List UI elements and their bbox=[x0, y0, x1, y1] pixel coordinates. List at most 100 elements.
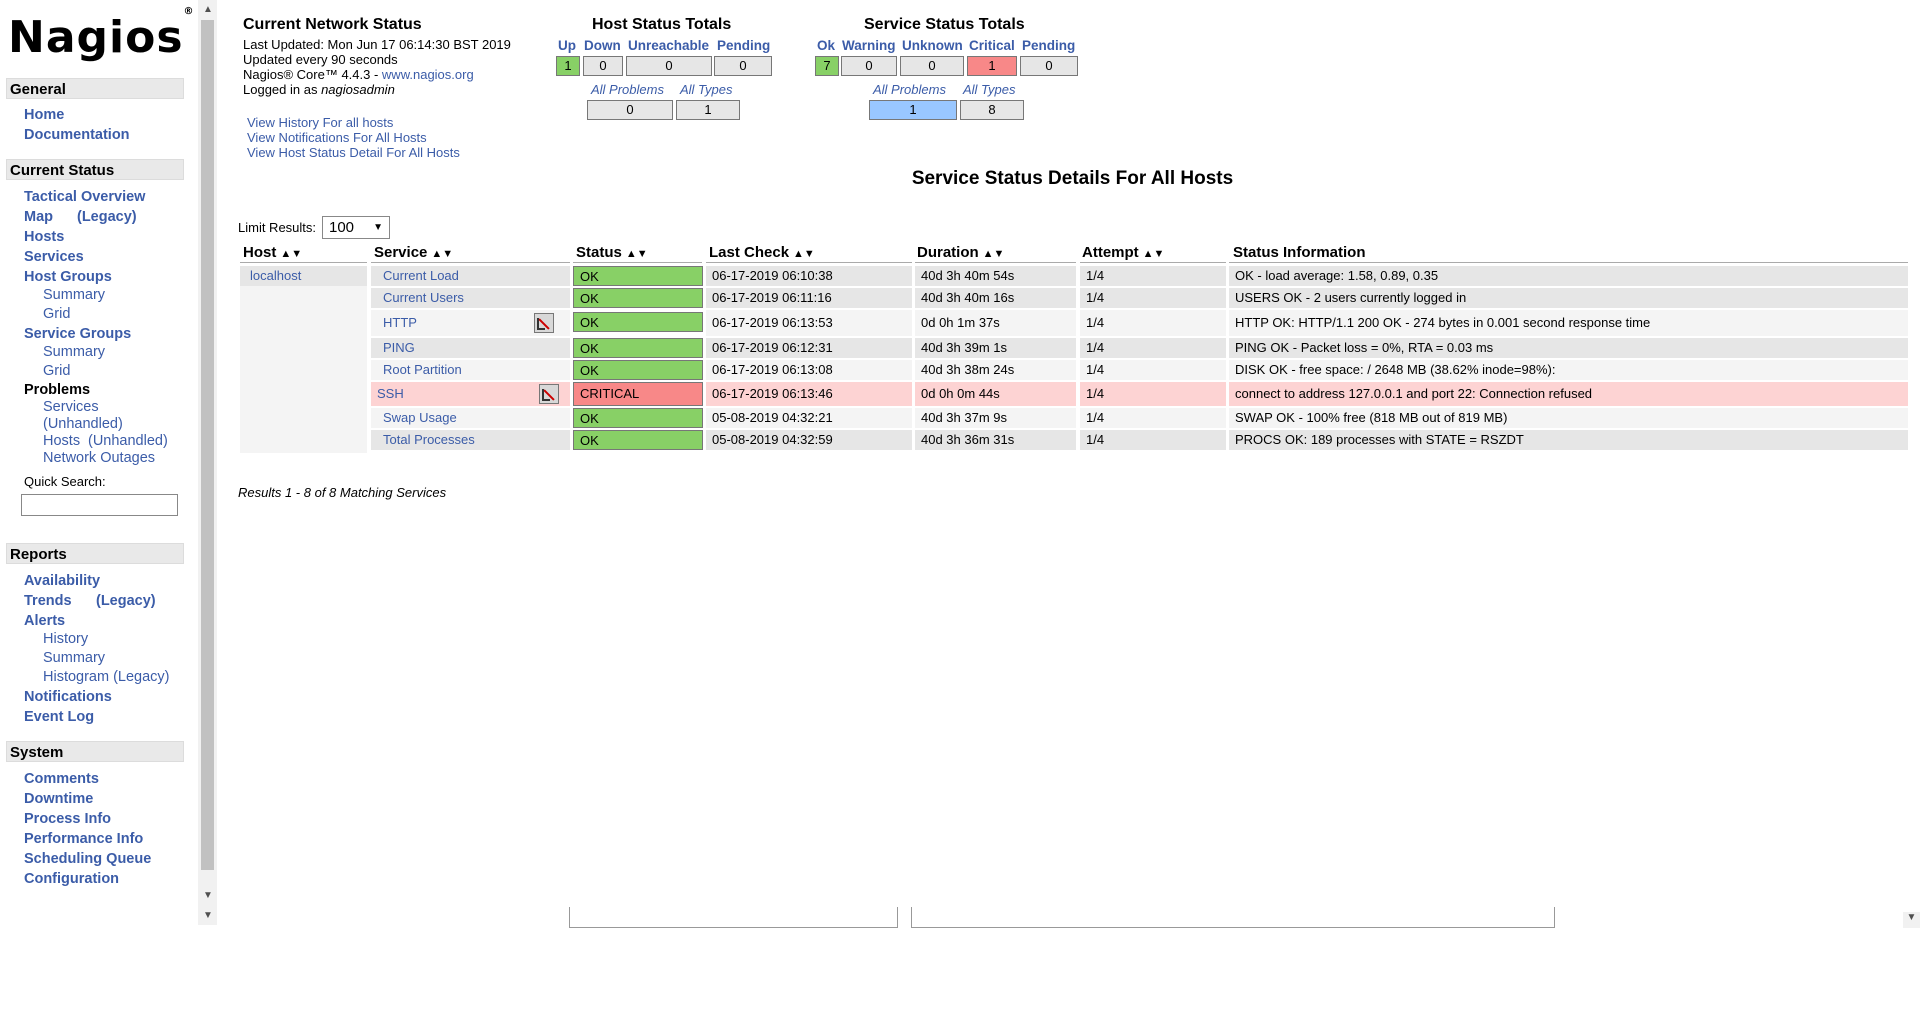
svc-all-types-count[interactable]: 8 bbox=[960, 100, 1024, 120]
svc-all-types-label[interactable]: All Types bbox=[963, 82, 1016, 97]
col-status[interactable]: Status ▲▼ bbox=[576, 244, 648, 261]
sort-arrows-icon[interactable]: ▲▼ bbox=[431, 248, 454, 260]
svc-all-problems-label[interactable]: All Problems bbox=[873, 82, 946, 97]
service-link-total-processes[interactable]: Total Processes bbox=[383, 432, 475, 447]
nav-hosts[interactable]: Hosts bbox=[24, 229, 65, 245]
svc-pending-count[interactable]: 0 bbox=[1020, 56, 1078, 76]
nav-problem-services-unhandled[interactable]: (Unhandled) bbox=[43, 416, 123, 432]
nav-process-info[interactable]: Process Info bbox=[24, 811, 112, 827]
svc-hdr-warning[interactable]: Warning bbox=[842, 38, 896, 53]
nav-downtime[interactable]: Downtime bbox=[24, 791, 94, 807]
col-status-information: Status Information bbox=[1233, 244, 1366, 261]
nagios-link[interactable]: www.nagios.org bbox=[381, 67, 474, 82]
svc-unknown-count[interactable]: 0 bbox=[900, 56, 964, 76]
scroll-down-icon[interactable]: ▼ bbox=[203, 910, 213, 921]
host-up-count[interactable]: 1 bbox=[556, 56, 580, 76]
nav-scrollbar[interactable]: ▲ ▼ ▼ bbox=[198, 0, 217, 925]
nav-comments[interactable]: Comments bbox=[24, 771, 99, 787]
col-attempt[interactable]: Attempt ▲▼ bbox=[1082, 244, 1165, 261]
svc-hdr-unknown[interactable]: Unknown bbox=[902, 38, 963, 53]
nav-scheduling-queue[interactable]: Scheduling Queue bbox=[24, 851, 152, 867]
svc-all-problems-count[interactable]: 1 bbox=[869, 100, 957, 120]
svc-warning-count[interactable]: 0 bbox=[841, 56, 897, 76]
host-hdr-unreachable[interactable]: Unreachable bbox=[628, 38, 710, 53]
service-link-current-users[interactable]: Current Users bbox=[383, 290, 464, 305]
notifications-disabled-icon[interactable] bbox=[539, 384, 559, 404]
nav-availability[interactable]: Availability bbox=[24, 573, 101, 589]
nav-map[interactable]: Map bbox=[24, 209, 53, 225]
nav-trends-legacy[interactable]: (Legacy) bbox=[96, 593, 156, 609]
nav-problem-hosts-unhandled[interactable]: (Unhandled) bbox=[88, 433, 168, 449]
service-link-swap-usage[interactable]: Swap Usage bbox=[383, 410, 457, 425]
nav-trends[interactable]: Trends bbox=[24, 593, 72, 609]
nav-configuration[interactable]: Configuration bbox=[24, 871, 120, 887]
host-hdr-down[interactable]: Down bbox=[584, 38, 621, 53]
nav-host-groups[interactable]: Host Groups bbox=[24, 269, 112, 285]
host-all-types-count[interactable]: 1 bbox=[676, 100, 740, 120]
host-down-count[interactable]: 0 bbox=[583, 56, 623, 76]
svc-hdr-critical[interactable]: Critical bbox=[969, 38, 1015, 53]
col-last-check[interactable]: Last Check ▲▼ bbox=[709, 244, 815, 261]
nav-home[interactable]: Home bbox=[24, 107, 65, 123]
scroll-up-icon[interactable]: ▲ bbox=[203, 4, 213, 15]
host-all-problems-label[interactable]: All Problems bbox=[591, 82, 664, 97]
horizontal-scrollbar[interactable] bbox=[911, 907, 1555, 928]
nav-alert-summary[interactable]: Summary bbox=[43, 650, 106, 666]
host-all-types-label[interactable]: All Types bbox=[680, 82, 733, 97]
notifications-disabled-icon[interactable] bbox=[534, 313, 554, 333]
service-link-ssh[interactable]: SSH bbox=[377, 386, 404, 401]
service-link-http[interactable]: HTTP bbox=[383, 315, 417, 330]
nav-alert-histogram[interactable]: Histogram (Legacy) bbox=[43, 669, 170, 685]
nav-map-legacy[interactable]: (Legacy) bbox=[77, 209, 137, 225]
nagios-logo[interactable]: Nagios® bbox=[8, 6, 195, 63]
host-hdr-pending[interactable]: Pending bbox=[717, 38, 771, 53]
nav-problem-hosts[interactable]: Hosts bbox=[43, 433, 81, 449]
limit-results-select[interactable]: 100 ▼ bbox=[322, 216, 390, 239]
col-service[interactable]: Service ▲▼ bbox=[374, 244, 454, 261]
quick-search-input[interactable] bbox=[21, 494, 178, 516]
nav-hg-grid[interactable]: Grid bbox=[43, 306, 71, 322]
sort-arrows-icon[interactable]: ▲▼ bbox=[1142, 248, 1165, 260]
sort-arrows-icon[interactable]: ▲▼ bbox=[793, 248, 815, 260]
svc-hdr-ok[interactable]: Ok bbox=[817, 38, 836, 53]
service-link-root-partition[interactable]: Root Partition bbox=[383, 362, 462, 377]
nav-performance-info[interactable]: Performance Info bbox=[24, 831, 144, 847]
nav-network-outages[interactable]: Network Outages bbox=[43, 450, 156, 466]
svc-hdr-pending[interactable]: Pending bbox=[1022, 38, 1076, 53]
scrollbar-thumb[interactable] bbox=[201, 20, 214, 870]
nav-alerts[interactable]: Alerts bbox=[24, 613, 66, 629]
nav-notifications[interactable]: Notifications bbox=[24, 689, 112, 705]
sort-arrows-icon[interactable]: ▲▼ bbox=[280, 248, 303, 260]
nav-event-log[interactable]: Event Log bbox=[24, 709, 95, 725]
scroll-down-icon[interactable]: ▼ bbox=[1903, 912, 1920, 928]
nav-services[interactable]: Services bbox=[24, 249, 84, 265]
scroll-down-icon[interactable]: ▼ bbox=[203, 890, 213, 901]
link-history-all-hosts[interactable]: View History For all hosts bbox=[247, 115, 394, 130]
nav-hg-summary[interactable]: Summary bbox=[43, 287, 106, 303]
svc-critical-count[interactable]: 1 bbox=[967, 56, 1017, 76]
host-hdr-up[interactable]: Up bbox=[558, 38, 576, 53]
nav-alert-history[interactable]: History bbox=[43, 631, 89, 647]
nav-service-groups[interactable]: Service Groups bbox=[24, 326, 132, 342]
nav-tactical-overview[interactable]: Tactical Overview bbox=[24, 189, 146, 205]
horizontal-scrollbar[interactable] bbox=[569, 907, 898, 928]
duration: 40d 3h 36m 31s bbox=[915, 430, 1076, 450]
nav-problem-services[interactable]: Services bbox=[43, 399, 99, 415]
link-notifications-all-hosts[interactable]: View Notifications For All Hosts bbox=[247, 130, 427, 145]
host-link-localhost[interactable]: localhost bbox=[250, 268, 302, 283]
link-host-status-detail[interactable]: View Host Status Detail For All Hosts bbox=[247, 145, 460, 160]
host-all-problems-count[interactable]: 0 bbox=[587, 100, 673, 120]
service-link-ping[interactable]: PING bbox=[383, 340, 415, 355]
col-host[interactable]: Host ▲▼ bbox=[243, 244, 303, 261]
nav-sg-summary[interactable]: Summary bbox=[43, 344, 106, 360]
svc-ok-count[interactable]: 7 bbox=[815, 56, 839, 76]
status-info: SWAP OK - 100% free (818 MB out of 819 M… bbox=[1229, 408, 1908, 428]
sort-arrows-icon[interactable]: ▲▼ bbox=[625, 248, 648, 260]
col-duration[interactable]: Duration ▲▼ bbox=[917, 244, 1005, 261]
service-link-current-load[interactable]: Current Load bbox=[383, 268, 459, 283]
nav-sg-grid[interactable]: Grid bbox=[43, 363, 71, 379]
host-pending-count[interactable]: 0 bbox=[714, 56, 772, 76]
nav-documentation[interactable]: Documentation bbox=[24, 127, 130, 143]
host-unreachable-count[interactable]: 0 bbox=[626, 56, 712, 76]
sort-arrows-icon[interactable]: ▲▼ bbox=[982, 248, 1005, 260]
